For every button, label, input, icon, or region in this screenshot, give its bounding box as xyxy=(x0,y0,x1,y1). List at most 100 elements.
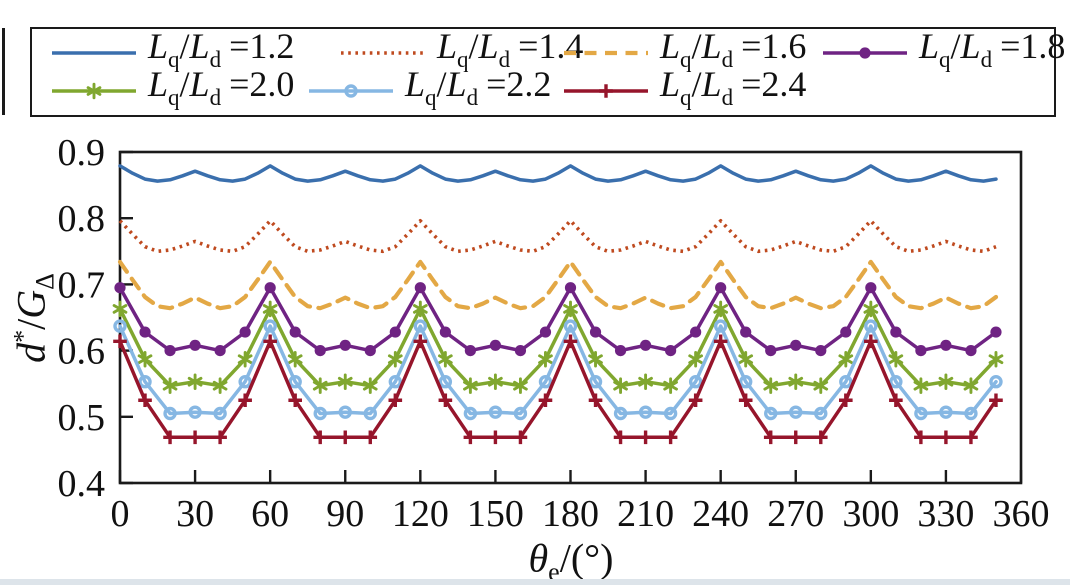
plus-marker xyxy=(663,430,678,445)
legend-label: Lq/Ld =1.8 xyxy=(919,26,1066,72)
dot-marker xyxy=(840,326,852,338)
dot-marker xyxy=(614,345,627,357)
plus-marker xyxy=(213,430,227,445)
dot-marker xyxy=(639,339,652,351)
x-label-subscript: e xyxy=(548,557,560,587)
plus-marker xyxy=(613,430,628,445)
open-circle-marker xyxy=(588,375,603,389)
dot-marker xyxy=(114,282,126,294)
dot-marker xyxy=(264,282,276,294)
y-label-superscript: * xyxy=(8,329,38,343)
dot-marker xyxy=(389,326,401,338)
dot-marker xyxy=(859,47,871,59)
series-markers-2.0 xyxy=(112,300,1004,394)
legend-label: Lq/Ld =1.2 xyxy=(148,26,295,72)
dot-marker xyxy=(665,345,677,357)
x-axis-label: θe/(°) xyxy=(529,535,614,588)
plus-marker xyxy=(889,393,903,408)
plus-marker xyxy=(638,430,653,445)
plus-marker xyxy=(513,430,528,445)
asterisk-marker xyxy=(488,373,503,390)
open-circle-marker xyxy=(163,406,177,421)
asterisk-marker xyxy=(663,377,678,394)
asterisk-marker xyxy=(337,373,353,390)
plus-marker xyxy=(964,430,978,445)
open-circle-marker xyxy=(213,406,227,421)
plus-marker xyxy=(338,430,353,445)
x-tick-label: 30 xyxy=(176,493,214,535)
asterisk-marker xyxy=(312,377,328,394)
legend-label: Lq/Ld =1.4 xyxy=(437,26,584,72)
dot-marker xyxy=(965,345,977,357)
plus-marker xyxy=(538,393,553,408)
dot-marker xyxy=(790,339,802,351)
y-tick-label: 0.8 xyxy=(58,198,106,240)
open-circle-marker xyxy=(713,319,728,333)
open-circle-marker xyxy=(964,406,978,421)
open-circle-marker xyxy=(413,319,428,333)
dot-marker xyxy=(715,282,727,294)
x-tick-label: 60 xyxy=(251,493,289,535)
dot-marker xyxy=(865,282,877,294)
x-label-symbol: θ xyxy=(528,535,549,581)
legend-label: Lq/Ld =2.0 xyxy=(148,64,295,110)
asterisk-marker xyxy=(763,377,779,394)
asterisk-marker xyxy=(212,377,228,394)
x-tick-label: 210 xyxy=(617,493,674,535)
legend-label: Lq/Ld =2.4 xyxy=(660,64,807,110)
series-line-2.4 xyxy=(118,339,998,440)
asterisk-marker xyxy=(813,377,829,394)
open-circle-marker xyxy=(363,406,377,421)
y-tick-label: 0.4 xyxy=(58,463,106,505)
legend-sample-1.6 xyxy=(564,50,648,56)
plus-marker xyxy=(438,393,453,408)
asterisk-marker xyxy=(137,350,153,368)
x-tick-label: 360 xyxy=(993,493,1050,535)
y-tick-label: 0.6 xyxy=(58,331,106,373)
asterisk-marker xyxy=(86,82,102,100)
legend-sample-2.4 xyxy=(564,84,648,98)
legend-entry-1.6: Lq/Ld =1.6 xyxy=(560,26,806,75)
open-circle-marker xyxy=(939,405,953,419)
dot-marker xyxy=(189,339,201,351)
plus-marker xyxy=(599,84,613,98)
asterisk-marker xyxy=(538,350,553,368)
asterisk-marker xyxy=(863,300,879,318)
x-tick-label: 90 xyxy=(326,493,364,535)
asterisk-marker xyxy=(638,373,653,390)
asterisk-marker xyxy=(162,377,178,394)
dot-marker xyxy=(214,345,226,357)
plus-marker xyxy=(939,430,953,445)
open-circle-marker xyxy=(388,375,403,389)
dot-marker xyxy=(239,326,251,338)
series-markers-2.4 xyxy=(113,334,1003,445)
asterisk-marker xyxy=(438,350,453,368)
dot-marker xyxy=(439,326,451,338)
dot-marker xyxy=(314,345,326,357)
open-circle-marker xyxy=(344,84,358,98)
asterisk-marker xyxy=(412,300,428,318)
open-circle-marker xyxy=(889,375,903,389)
plus-marker xyxy=(813,430,828,445)
series-line-1.2 xyxy=(118,164,998,183)
open-circle-marker xyxy=(113,319,127,333)
series-line-1.6 xyxy=(117,259,999,311)
plus-marker xyxy=(138,393,152,408)
dot-marker xyxy=(589,326,602,338)
open-circle-marker xyxy=(638,405,653,419)
legend-sample-2.0 xyxy=(52,82,136,100)
asterisk-marker xyxy=(513,377,528,394)
y-label-symbol2: G xyxy=(8,289,54,319)
asterisk-marker xyxy=(613,377,628,394)
x-tick-label: 240 xyxy=(692,493,749,535)
plus-marker xyxy=(588,393,603,408)
plus-marker xyxy=(688,393,703,408)
asterisk-marker xyxy=(262,300,278,318)
dot-marker xyxy=(940,339,952,351)
legend-entry-2.2: Lq/Ld =2.2 xyxy=(305,64,551,113)
series-line-2.2 xyxy=(118,324,998,416)
open-circle-marker xyxy=(313,406,327,421)
asterisk-marker xyxy=(287,350,303,368)
